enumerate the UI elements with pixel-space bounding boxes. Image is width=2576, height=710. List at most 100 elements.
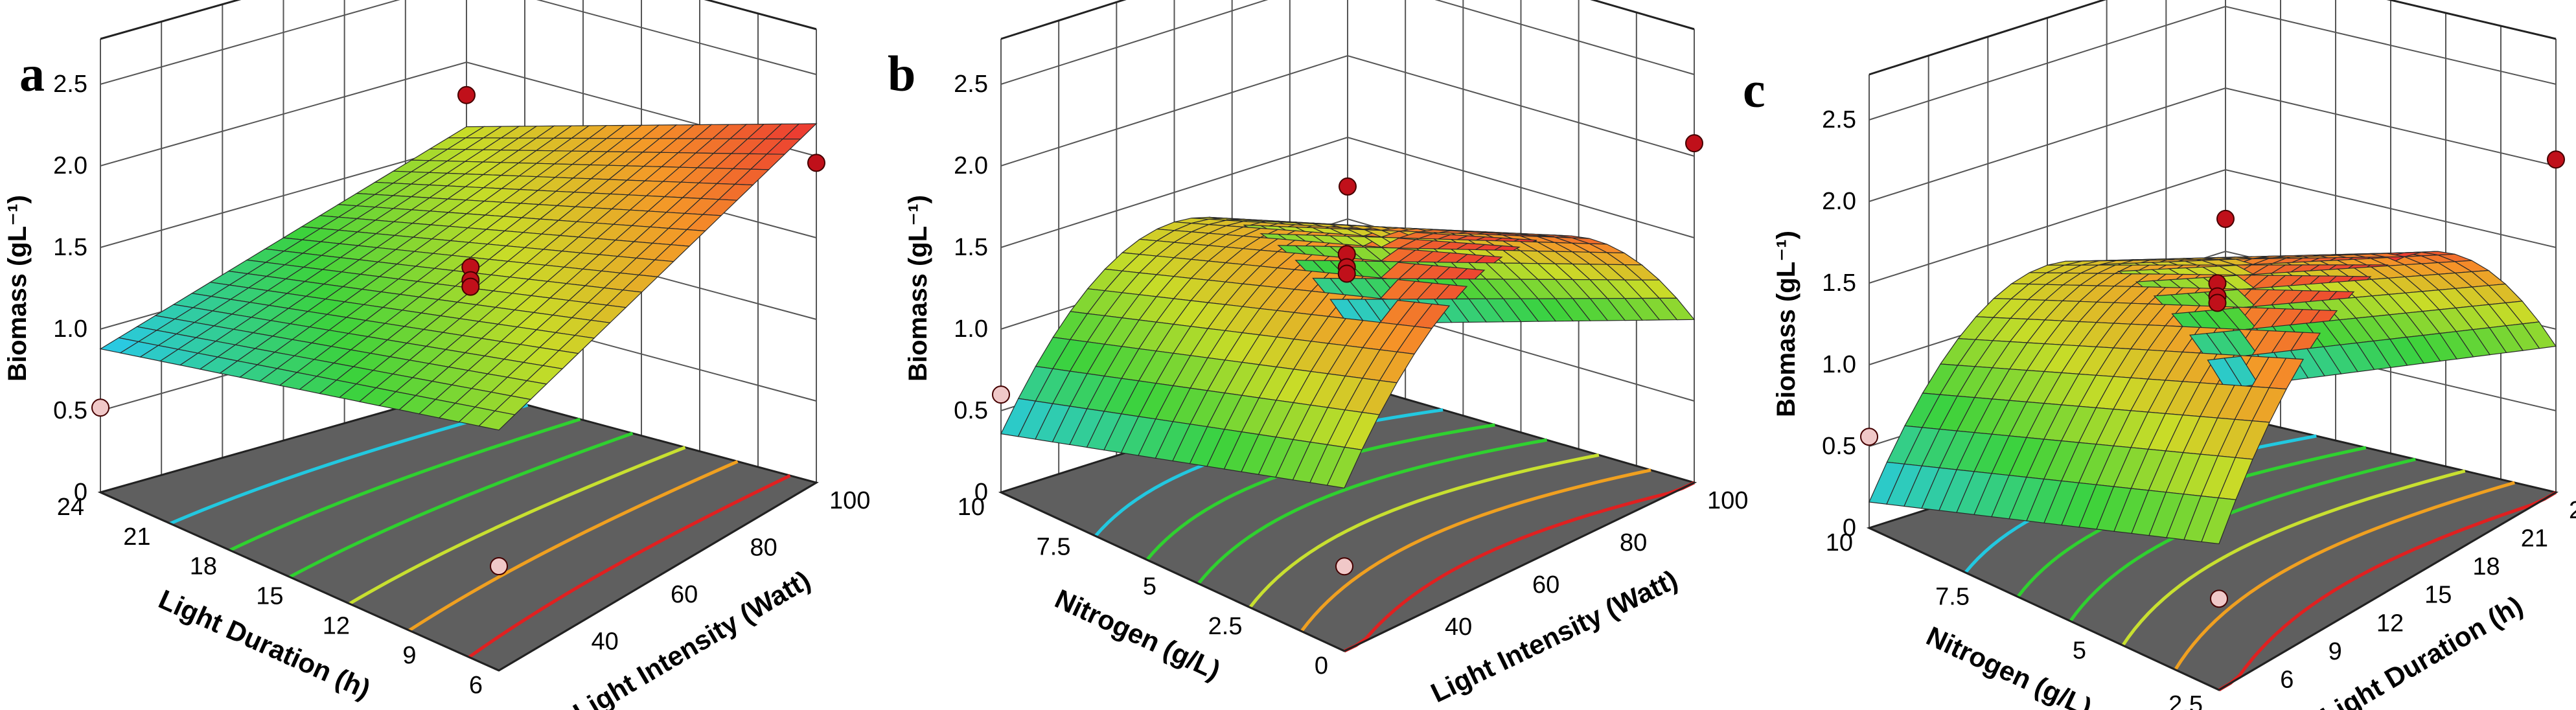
- panel-a-chart: 00.51.01.52.02.5691215182124406080100Lig…: [3, 0, 870, 710]
- design-point: [490, 557, 508, 576]
- floor-contour: [2121, 469, 2466, 647]
- x-tick-label: 100: [829, 487, 870, 514]
- wall-top-edge: [1000, 0, 1695, 40]
- z-tick-label: 2.5: [53, 71, 87, 98]
- x-tick-label: 100: [1707, 487, 1748, 514]
- y-axis-title: Nitrogen (g/L): [1922, 621, 2097, 710]
- design-point: [1685, 134, 1703, 153]
- x-tick-label: 9: [2329, 638, 2342, 665]
- y-tick-label: 2.5: [1208, 613, 1243, 640]
- z-tick-label: 1.0: [954, 315, 988, 343]
- z-axis-title: Biomass (gL⁻¹): [3, 195, 32, 382]
- z-tick-label: 2.5: [954, 71, 988, 98]
- design-point: [2208, 293, 2227, 312]
- z-tick-label: 0: [74, 479, 87, 506]
- floor-contour: [468, 474, 791, 659]
- floor-contour: [169, 403, 529, 525]
- wall-gridline: [1869, 5, 2557, 120]
- y-tick-label: 9: [402, 642, 416, 669]
- x-tick-label: 18: [2472, 553, 2500, 580]
- surface-cell: [478, 410, 516, 431]
- y-tick-label: 2.5: [2168, 691, 2203, 710]
- z-tick-label: 1.5: [954, 234, 988, 261]
- design-point: [1335, 557, 1353, 576]
- x-tick-label: 60: [1532, 571, 1559, 599]
- y-tick-label: 18: [190, 553, 217, 580]
- floor-contour: [349, 446, 686, 606]
- z-tick-label: 2.5: [1822, 106, 1856, 133]
- y-tick-label: 5: [2073, 637, 2086, 665]
- x-tick-label: 21: [2521, 525, 2548, 553]
- floor-edge: [1000, 491, 1345, 652]
- z-tick-label: 1.0: [53, 315, 87, 343]
- z-tick-label: 1.5: [53, 234, 87, 261]
- wall-gridline: [1000, 0, 1695, 85]
- y-tick-label: 24: [57, 494, 84, 521]
- floor-edge: [1869, 527, 2220, 691]
- x-tick-label: 12: [2376, 610, 2404, 637]
- x-tick-label: 60: [671, 581, 698, 608]
- design-point: [2216, 209, 2235, 228]
- y-tick-label: 12: [323, 612, 350, 639]
- x-tick-label: 80: [1620, 529, 1647, 556]
- wall-top-edge: [100, 0, 817, 40]
- floor-contour: [2174, 481, 2515, 671]
- z-tick-label: 0: [974, 479, 988, 506]
- x-tick-label: 15: [2424, 582, 2452, 609]
- design-point: [1337, 264, 1356, 283]
- z-tick-label: 1.5: [1822, 269, 1856, 297]
- z-tick-label: 0.5: [53, 397, 87, 424]
- z-axis-title: Biomass (gL⁻¹): [1772, 231, 1800, 417]
- z-tick-label: 0.5: [954, 397, 988, 424]
- design-point: [1339, 177, 1357, 196]
- floor-contour: [288, 431, 634, 578]
- z-axis-title: Biomass (gL⁻¹): [904, 195, 932, 382]
- wall-gridline: [1869, 168, 2557, 284]
- design-point: [807, 154, 825, 172]
- wall-gridline: [1000, 136, 1695, 248]
- y-tick-label: 7.5: [1037, 533, 1071, 560]
- floor-contour: [1197, 438, 1548, 585]
- design-point: [91, 398, 109, 417]
- y-tick-label: 21: [123, 523, 150, 551]
- floor-contour: [229, 417, 581, 552]
- design-point: [457, 86, 476, 104]
- panel-c-chart: 0 0.5 1.0 1.5 2.0 2.5 2.5 5 7.5 10 6 9 12 15 18 21 24 Nit…: [1743, 0, 2576, 710]
- panel-letter: c: [1743, 62, 1765, 118]
- x-tick-label: 40: [1445, 613, 1472, 641]
- floor-contour: [2218, 490, 2557, 692]
- panel-letter: b: [888, 45, 915, 102]
- y-axis-title: Nitrogen (g/L): [1050, 583, 1225, 685]
- z-tick-label: 1.0: [1822, 351, 1856, 378]
- panel-b-chart: 0 0.5 1.0 1.5 2.0 2.5 0 2.5 5 7.5 10 40 60 80 100 Nitro…: [888, 0, 1748, 708]
- z-tick-label: 2.0: [1822, 188, 1856, 215]
- x-tick-label: 80: [750, 534, 777, 562]
- design-point: [1860, 428, 1878, 446]
- floor-contour: [1248, 453, 1600, 609]
- surface-cell: [1326, 446, 1363, 488]
- y-tick-label: 6: [469, 672, 483, 699]
- y-tick-label: 5: [1143, 573, 1156, 601]
- floor-contour: [1300, 468, 1651, 632]
- panel-letter: a: [19, 45, 45, 102]
- x-tick-label: 6: [2280, 666, 2294, 693]
- surface-cell: [2201, 497, 2237, 545]
- y-tick-label: 10: [958, 494, 985, 521]
- y-tick-label: 10: [1826, 529, 1853, 556]
- wall-top-edge: [1869, 0, 2557, 76]
- z-tick-label: 2.0: [53, 152, 87, 179]
- design-point: [2547, 150, 2565, 169]
- floor-contour: [408, 460, 739, 632]
- z-tick-label: 0: [1843, 514, 1856, 542]
- z-tick-label: 2.0: [954, 152, 988, 179]
- wall-gridline: [1000, 54, 1695, 166]
- x-tick-label: 24: [2569, 497, 2576, 524]
- wall-gridline: [1869, 87, 2557, 202]
- z-tick-label: 0.5: [1822, 433, 1856, 460]
- wall-gridline: [100, 0, 817, 85]
- floor-contour: [1343, 481, 1696, 653]
- floor-edge: [2218, 491, 2557, 691]
- floor-edge: [1344, 481, 1695, 652]
- y-tick-label: 15: [256, 583, 283, 610]
